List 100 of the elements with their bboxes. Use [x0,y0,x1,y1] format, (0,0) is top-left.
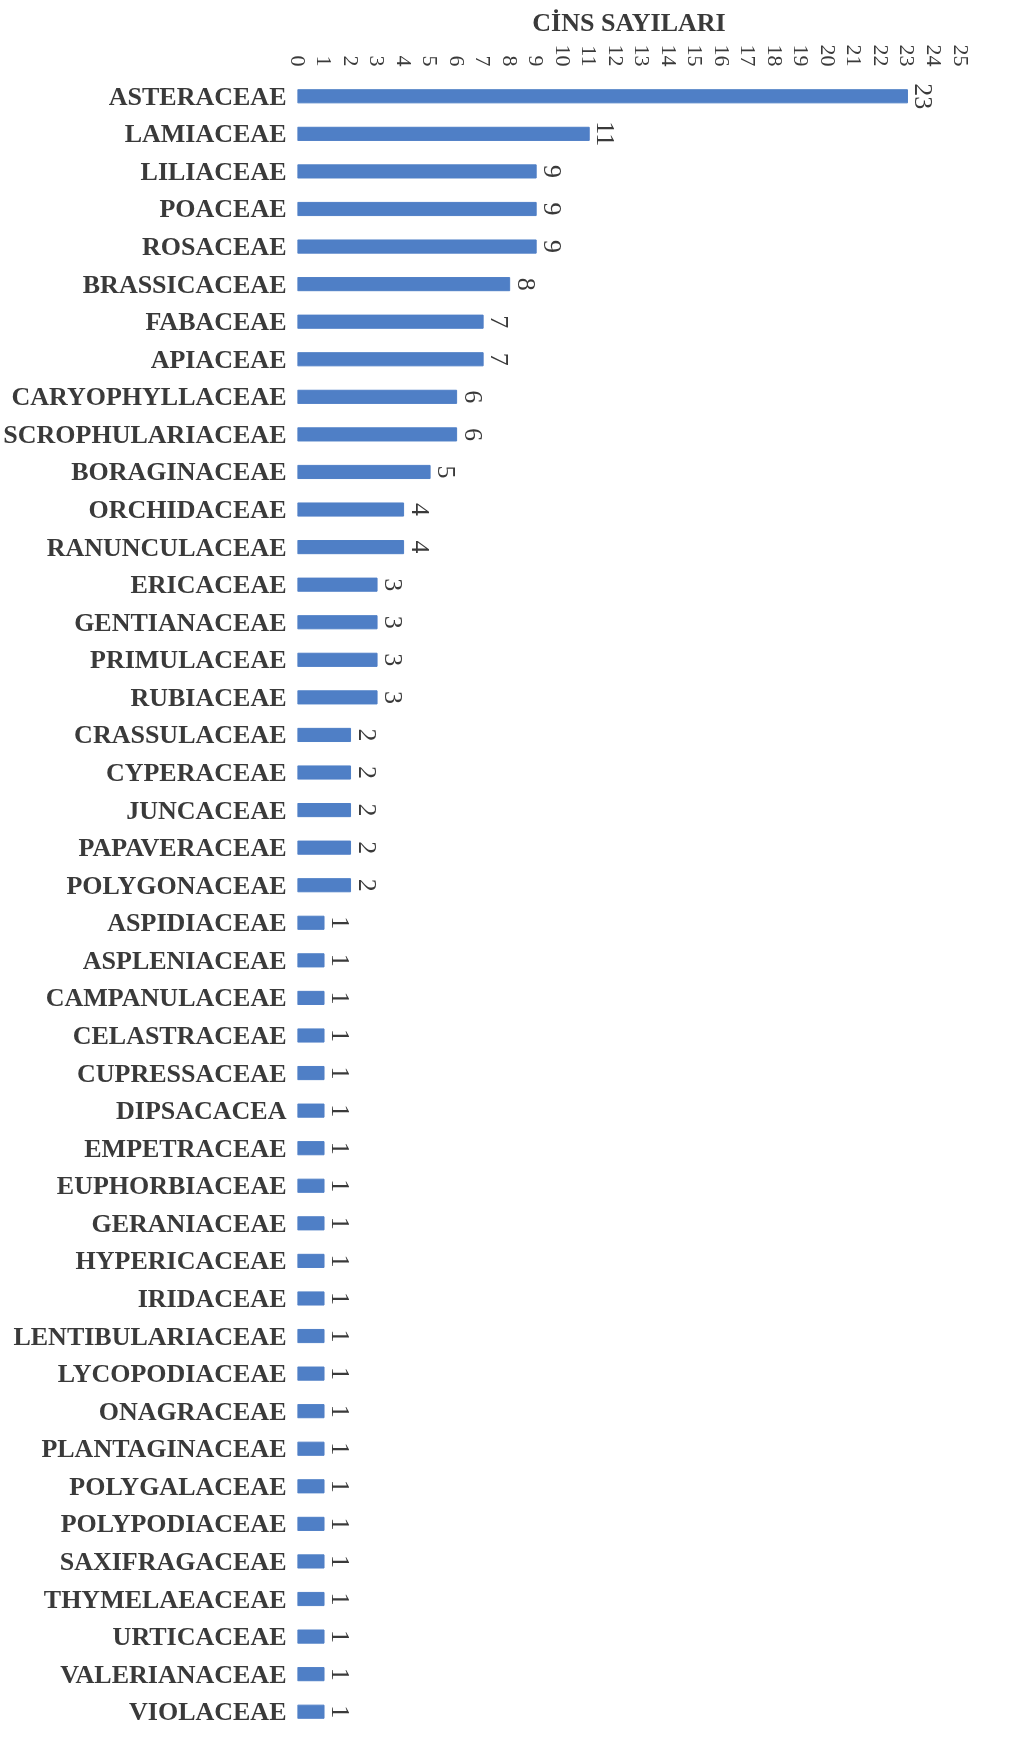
bar [297,690,378,705]
data-label: 2 [352,878,382,892]
data-label: 1 [326,1630,356,1644]
x-tick-label: 1 [312,55,338,67]
y-tick-label: GENTIANACEAE [74,607,287,637]
bar [297,1441,325,1456]
data-label: 1 [326,1141,356,1155]
bar [297,427,458,442]
bar [297,1103,325,1118]
x-tick-label: 11 [577,45,603,67]
bar [297,201,537,217]
data-label: 7 [485,352,515,366]
data-label: 2 [352,728,382,742]
y-tick-label: RANUNCULACEAE [46,532,287,562]
data-label: 1 [326,953,356,967]
y-tick-label: CYPERACEAE [105,758,287,788]
x-tick-label: 6 [444,55,470,67]
y-tick-label: POACEAE [159,194,287,224]
data-label: 4 [405,503,435,517]
bar [297,1629,325,1644]
bar [297,652,378,667]
y-tick-label: IRIDACEAE [137,1283,287,1313]
y-tick-label: RUBIACEAE [130,682,287,712]
data-label: 1 [326,991,356,1005]
bar [297,1328,325,1344]
y-tick-label: LYCOPODIACEAE [57,1359,287,1389]
bar [297,953,325,968]
data-label: 4 [405,540,435,554]
y-tick-label: CAMPANULACEAE [45,983,287,1013]
y-tick-label: ASPIDIACEAE [107,908,287,938]
y-tick-label: BORAGINACEAE [71,457,287,487]
data-label: 3 [379,690,409,704]
x-tick-label: 5 [418,55,444,67]
x-tick-label: 12 [603,44,629,67]
data-label: 1 [326,1179,356,1193]
data-label: 23 [909,83,939,110]
x-tick-label: 8 [497,55,523,67]
data-label: 7 [485,315,515,329]
y-tick-label: ERICACEAE [130,570,287,600]
y-tick-label: EUPHORBIACEAE [56,1171,287,1201]
x-tick-label: 13 [630,44,656,67]
bar [297,1216,325,1231]
x-tick-label: 20 [815,44,841,67]
data-label: 1 [326,1705,356,1719]
y-tick-label: GERANIACEAE [91,1208,287,1238]
data-label: 1 [326,1667,356,1681]
y-tick-label: ROSACEAE [142,232,287,262]
x-tick-label: 3 [365,55,391,67]
x-tick-label: 23 [895,44,921,67]
y-tick-label: LILIACEAE [140,156,287,186]
y-tick-label: SAXIFRAGACEAE [59,1546,287,1576]
data-label: 3 [379,653,409,667]
x-tick-label: 25 [948,44,974,67]
data-label: 2 [352,803,382,817]
bar [297,389,458,404]
y-tick-label: EMPETRACEAE [84,1133,287,1163]
y-tick-label: HYPERICACEAE [75,1246,287,1276]
data-label: 1 [326,916,356,930]
bar [297,577,378,592]
bar [297,352,484,367]
bar [297,277,511,292]
data-label: 1 [326,1028,356,1042]
bar [297,502,405,517]
bar [297,727,352,743]
bar [297,540,405,555]
data-label: 11 [591,121,621,147]
y-tick-label: ONAGRACEAE [98,1396,287,1426]
y-tick-label: PLANTAGINACEAE [41,1434,287,1464]
x-tick-label: 21 [842,44,868,67]
y-tick-label: VIOLACEAE [129,1697,287,1727]
data-label: 1 [326,1404,356,1418]
data-label: 1 [326,1254,356,1268]
y-tick-label: VALERIANACEAE [60,1659,287,1689]
x-tick-label: 10 [550,44,576,67]
x-tick-label: 0 [285,55,311,67]
y-tick-label: ORCHIDACEAE [88,495,287,525]
bar [297,765,352,780]
bar [297,239,537,254]
bar [297,1404,325,1419]
y-tick-label: SCROPHULARIACEAE [3,419,287,449]
bar [297,314,484,329]
bar [297,126,590,141]
x-tick-label: 2 [338,55,364,67]
bar [297,164,537,179]
data-label: 1 [326,1442,356,1456]
x-tick-label: 7 [471,55,497,67]
y-tick-label: CRASSULACEAE [74,720,287,750]
data-label: 1 [326,1104,356,1118]
y-tick-label: ASTERACEAE [108,81,287,111]
y-tick-label: ASPLENIACEAE [82,945,287,975]
bar [297,1479,325,1494]
y-tick-label: JUNCACEAE [126,795,287,825]
x-tick-label: 4 [391,55,417,67]
bar [297,878,352,893]
x-tick-label: 16 [709,44,735,67]
y-tick-label: POLYGALACEAE [69,1471,287,1501]
y-tick-label: THYMELAEACEAE [43,1584,287,1614]
y-tick-label: CARYOPHYLLACEAE [11,382,287,412]
bar [297,1065,325,1081]
y-tick-label: BRASSICACEAE [82,269,287,299]
